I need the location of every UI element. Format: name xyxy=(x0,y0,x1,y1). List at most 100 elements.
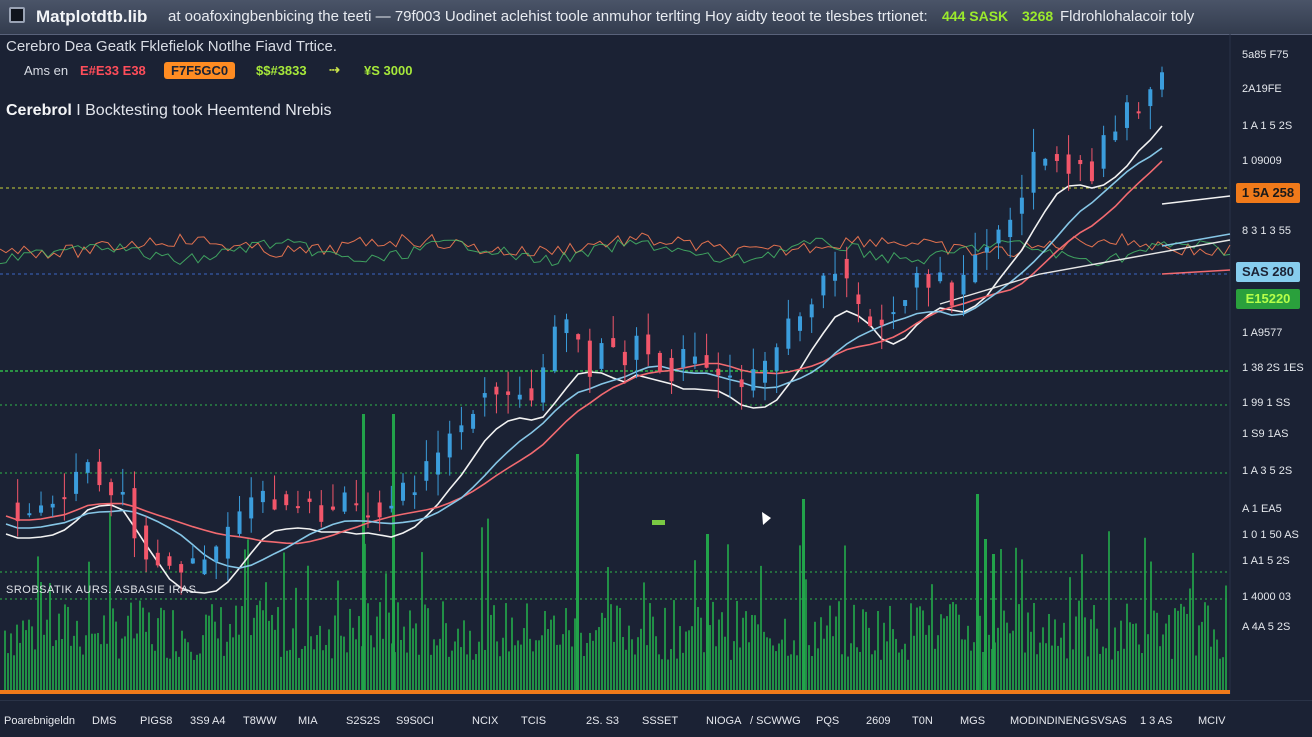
volume-bar xyxy=(73,635,75,690)
volume-bar xyxy=(637,637,639,690)
volume-bar xyxy=(151,644,153,690)
volume-bar xyxy=(451,650,453,690)
candle-body xyxy=(622,351,627,366)
volume-bar xyxy=(334,615,336,690)
volume-bar xyxy=(307,565,309,690)
volume-bar xyxy=(559,644,561,690)
volume-bar xyxy=(811,656,813,690)
volume-bar xyxy=(268,620,270,690)
volume-bar xyxy=(1198,625,1200,690)
volume-bar xyxy=(973,642,975,690)
volume-bar xyxy=(739,647,741,690)
volume-bar xyxy=(814,621,816,690)
candle-body xyxy=(27,513,32,516)
volume-bar xyxy=(691,626,693,690)
volume-bar xyxy=(511,617,513,690)
volume-bar xyxy=(649,603,651,690)
time-label: MGS xyxy=(960,715,986,727)
volume-bar xyxy=(919,606,921,690)
volume-bar xyxy=(328,629,330,690)
candle-body xyxy=(62,497,67,500)
volume-bar xyxy=(238,634,240,690)
ma-slow-line xyxy=(5,160,1163,545)
volume-bar xyxy=(751,614,753,690)
volume-bar xyxy=(1144,537,1146,690)
candle-body xyxy=(1124,102,1129,128)
volume-bar xyxy=(82,654,84,690)
candle-body xyxy=(447,433,452,458)
volume-bar xyxy=(907,659,909,690)
volume-bar xyxy=(598,627,600,690)
candle-body xyxy=(926,274,931,288)
volume-bar xyxy=(679,626,681,690)
volume-bar xyxy=(1060,637,1062,690)
time-axis[interactable]: Poarebnigeldn DMS PIGS8 3S9 A4 T8WW MIA … xyxy=(0,700,1312,737)
volume-bar xyxy=(778,643,780,690)
volume-bar xyxy=(1222,657,1224,690)
volume-bar xyxy=(1204,602,1206,690)
volume-bar xyxy=(256,605,258,690)
volume-bar xyxy=(517,640,519,690)
volume-bar xyxy=(235,605,237,690)
volume-bar xyxy=(574,618,576,690)
time-label: MODINDINENG xyxy=(1010,715,1090,727)
volume-bar xyxy=(211,604,213,690)
volume-bar xyxy=(1042,627,1044,690)
volume-bar xyxy=(883,622,885,690)
volume-bar xyxy=(1027,612,1029,690)
volume-bar xyxy=(1186,613,1188,690)
volume-bar xyxy=(1165,623,1167,690)
volume-bar xyxy=(877,611,879,690)
volume-bar xyxy=(220,607,222,690)
volume-bar xyxy=(862,609,864,690)
panel-title-bold: Cerebrol xyxy=(6,102,72,119)
volume-bar xyxy=(331,658,333,690)
title-tail: Fldrohlohalacoir toly xyxy=(1060,8,1195,25)
candle-body xyxy=(1054,154,1059,161)
volume-bar xyxy=(823,638,825,690)
volume-bar xyxy=(277,607,279,690)
volume-bar xyxy=(346,652,348,690)
time-label: 2609 xyxy=(866,715,891,727)
volume-bar xyxy=(424,604,426,690)
time-label: MCIV xyxy=(1198,715,1226,727)
volume-bar xyxy=(445,623,447,690)
candle-body xyxy=(1031,151,1036,193)
candle-body xyxy=(506,391,511,395)
volume-bar xyxy=(487,518,489,690)
volume-bar xyxy=(622,636,624,690)
volume-bar xyxy=(127,615,129,690)
time-label: DMS xyxy=(92,715,117,727)
volume-bar xyxy=(193,659,195,690)
volume-bar xyxy=(91,633,93,690)
volume-bar xyxy=(133,638,135,690)
volume-bar xyxy=(955,604,957,690)
volume-bar xyxy=(1135,623,1137,690)
volume-bar xyxy=(106,643,108,690)
volume-bar xyxy=(571,646,573,690)
volume-bar xyxy=(442,601,444,690)
volume-bar xyxy=(172,610,174,690)
candle-body xyxy=(109,482,114,496)
volume-bar xyxy=(568,630,570,690)
volume-bar xyxy=(838,601,840,690)
volume-bar xyxy=(1000,549,1002,690)
volume-bar xyxy=(673,600,675,690)
volume-bar xyxy=(1219,658,1221,690)
candle-body xyxy=(704,355,709,368)
volume-bar xyxy=(736,600,738,690)
candle-body xyxy=(821,275,826,296)
ma-long-line xyxy=(939,239,1231,305)
volume-bar xyxy=(250,635,252,690)
candle-body xyxy=(354,503,359,506)
app-icon[interactable] xyxy=(9,7,25,23)
volume-bar xyxy=(409,610,411,690)
time-label: TCIS xyxy=(521,715,547,727)
info-orange-badge[interactable]: F7F5GC0 xyxy=(164,62,236,79)
volume-bar xyxy=(805,579,807,690)
volume-bar xyxy=(1159,646,1161,690)
volume-bar xyxy=(274,629,276,690)
cursor-icon xyxy=(762,512,771,525)
